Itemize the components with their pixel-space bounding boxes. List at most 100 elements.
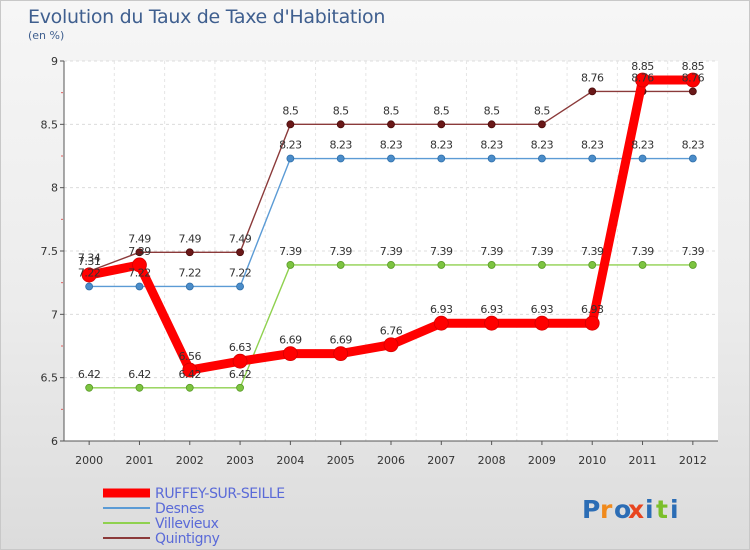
legend-label-ruffey-sur-seille: RUFFEY-SUR-SEILLE — [155, 486, 285, 502]
point-ruffey-sur-seille — [132, 257, 147, 273]
point-quintigny — [185, 248, 194, 257]
point-villevieux — [688, 261, 697, 269]
x-tick-label: 2001 — [125, 454, 153, 467]
data-label-quintigny: 8.76 — [581, 71, 604, 84]
data-label-quintigny: 7.49 — [229, 232, 252, 245]
point-ruffey-sur-seille — [182, 362, 198, 378]
data-label-ruffey-sur-seille: 6.93 — [480, 303, 503, 316]
data-label-ruffey-sur-seille: 8.85 — [631, 60, 654, 73]
data-label-desnes: 7.22 — [179, 266, 202, 279]
point-villevieux — [286, 261, 295, 269]
point-ruffey-sur-seille — [81, 267, 97, 283]
x-tick-label: 2008 — [478, 454, 506, 467]
x-tick-label: 2004 — [276, 454, 304, 467]
point-desnes — [336, 154, 345, 163]
point-ruffey-sur-seille — [282, 346, 298, 362]
data-label-desnes: 8.23 — [329, 139, 352, 152]
brand-letter: o — [614, 495, 631, 524]
y-tick-label: 7 — [51, 308, 58, 321]
axes: 6 6.5 7 7.5 8 8.5 9 2000 2001 2002 2003 2004 2005 200… — [41, 55, 718, 467]
data-label-ruffey-sur-seille: 6.69 — [279, 334, 302, 347]
data-labels-layer: 7.31 7.39 6.56 6.63 6.69 6.69 6.76 6.93 6.93 6.93… — [78, 60, 705, 381]
x-tick-label: 2006 — [377, 454, 405, 467]
data-label-villevieux: 6.42 — [229, 368, 252, 381]
point-desnes — [185, 282, 194, 291]
data-label-quintigny: 8.5 — [534, 104, 550, 117]
data-label-ruffey-sur-seille: 6.69 — [329, 334, 352, 347]
brand-letter: i — [670, 495, 679, 524]
point-quintigny — [236, 248, 244, 257]
data-label-ruffey-sur-seille: 6.63 — [229, 341, 252, 354]
data-label-desnes: 7.22 — [229, 266, 252, 279]
x-tick-label: 2003 — [226, 454, 254, 467]
point-quintigny — [135, 248, 144, 257]
x-tick-label: 2009 — [528, 454, 556, 467]
data-label-desnes: 8.23 — [279, 139, 302, 152]
point-villevieux — [487, 261, 496, 269]
brand-letter: i — [645, 495, 654, 524]
data-label-villevieux: 7.39 — [682, 245, 705, 258]
brand-letter: t — [656, 495, 668, 524]
data-label-ruffey-sur-seille: 7.39 — [128, 245, 151, 258]
brand-letter: r — [600, 495, 613, 524]
data-label-ruffey-sur-seille: 6.93 — [581, 303, 604, 316]
point-desnes — [236, 282, 244, 291]
point-ruffey-sur-seille — [433, 315, 449, 331]
data-label-quintigny: 8.5 — [433, 104, 449, 117]
x-tick-label: 2005 — [327, 454, 355, 467]
x-tick-label: 2011 — [629, 454, 657, 467]
point-ruffey-sur-seille — [232, 353, 248, 369]
legend-label-villevieux: Villevieux — [155, 516, 219, 532]
data-label-desnes: 8.23 — [380, 139, 403, 152]
data-label-quintigny: 7.49 — [128, 232, 151, 245]
data-label-villevieux: 6.42 — [78, 368, 101, 381]
point-desnes — [286, 154, 295, 163]
data-label-villevieux: 7.39 — [329, 245, 352, 258]
data-label-quintigny: 8.76 — [682, 71, 705, 84]
data-label-ruffey-sur-seille: 7.31 — [78, 255, 101, 268]
x-tick-label: 2010 — [578, 454, 606, 467]
y-tick-label: 6 — [51, 435, 58, 448]
data-label-villevieux: 7.39 — [430, 245, 453, 258]
brand-letter: x — [628, 495, 644, 524]
data-label-villevieux: 6.42 — [179, 368, 202, 381]
data-label-ruffey-sur-seille: 8.85 — [682, 60, 705, 73]
data-label-villevieux: 7.39 — [480, 245, 503, 258]
point-desnes — [437, 154, 446, 163]
point-quintigny — [487, 120, 496, 129]
brand-letter: P — [582, 495, 600, 524]
point-villevieux — [135, 383, 144, 392]
data-label-desnes: 8.23 — [631, 139, 654, 152]
point-quintigny — [286, 120, 295, 129]
data-label-desnes: 8.23 — [581, 139, 604, 152]
point-quintigny — [387, 120, 395, 129]
point-villevieux — [85, 383, 94, 392]
data-label-quintigny: 8.5 — [333, 104, 349, 117]
data-label-desnes: 7.22 — [78, 266, 101, 279]
data-label-desnes: 8.23 — [430, 139, 453, 152]
data-label-desnes: 8.23 — [531, 139, 554, 152]
series-layer — [81, 72, 701, 392]
data-label-ruffey-sur-seille: 6.76 — [380, 325, 403, 338]
x-tick-label: 2002 — [176, 454, 204, 467]
data-label-villevieux: 7.39 — [631, 245, 654, 258]
data-label-desnes: 7.22 — [128, 266, 151, 279]
data-label-ruffey-sur-seille: 6.93 — [430, 303, 453, 316]
point-desnes — [85, 282, 94, 291]
x-tick-label: 2007 — [427, 454, 455, 467]
data-label-quintigny: 8.76 — [631, 71, 654, 84]
point-desnes — [638, 154, 647, 163]
point-desnes — [688, 154, 697, 163]
point-ruffey-sur-seille — [383, 337, 399, 353]
chart-title: Evolution du Taux de Taxe d'Habitation — [28, 6, 386, 28]
y-tick-label: 6.5 — [41, 372, 59, 385]
y-tick-label: 8.5 — [41, 118, 59, 131]
data-label-quintigny: 7.49 — [179, 232, 202, 245]
chart-subtitle: (en %) — [28, 29, 65, 42]
data-label-villevieux: 6.42 — [128, 368, 151, 381]
point-ruffey-sur-seille — [635, 72, 650, 88]
y-tick-label: 8 — [51, 182, 58, 195]
point-quintigny — [437, 120, 446, 129]
